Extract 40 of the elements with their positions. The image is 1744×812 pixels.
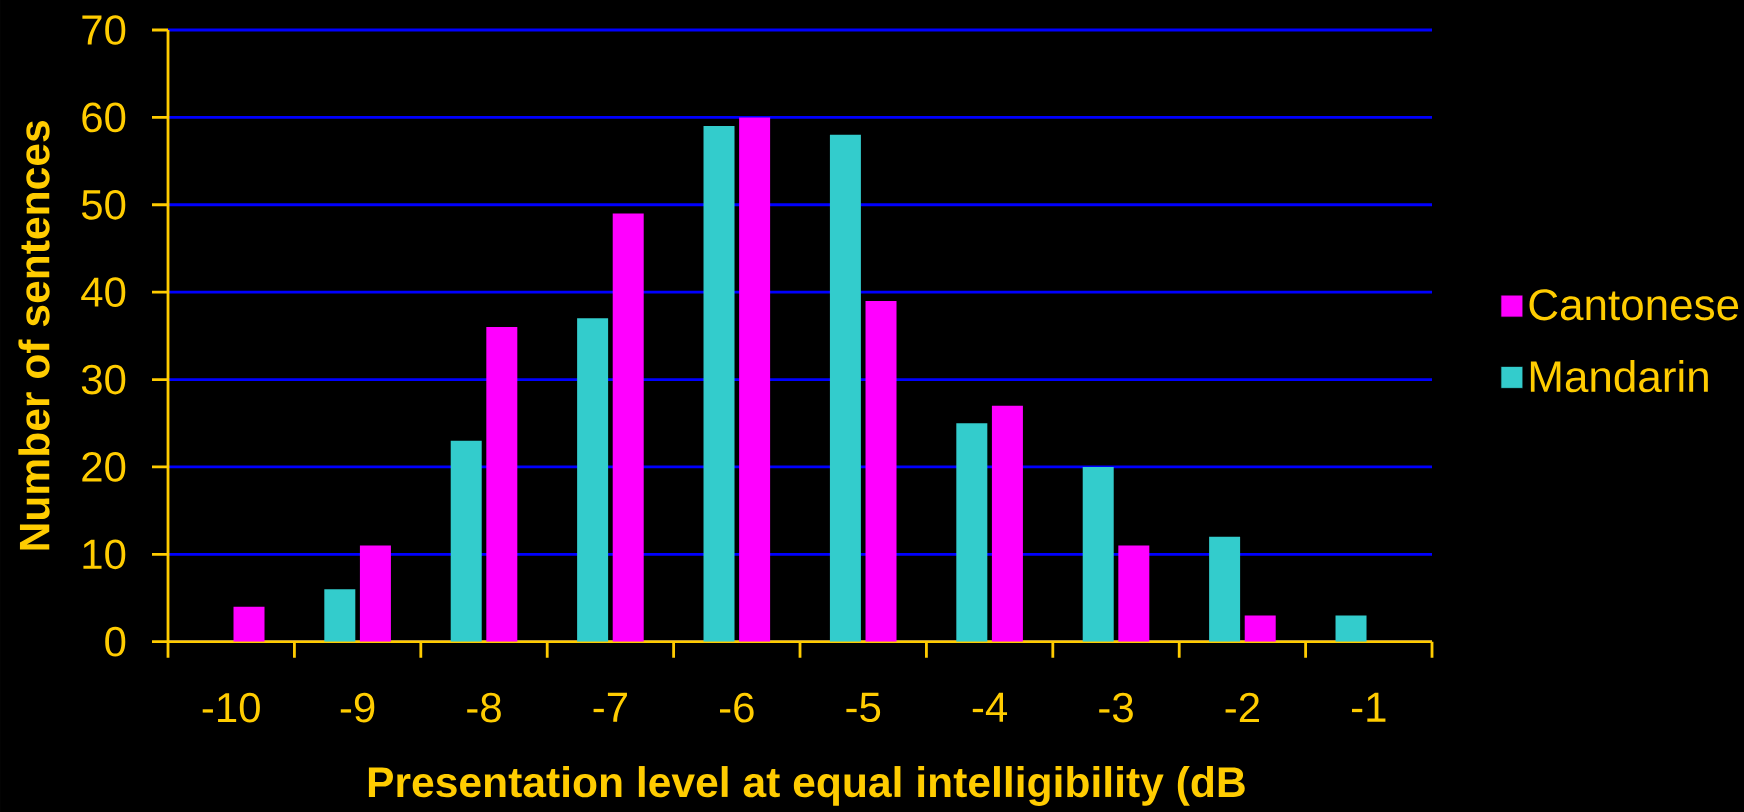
bar: [865, 300, 897, 642]
bar: [956, 423, 988, 642]
legend-label: Cantonese: [1529, 289, 1739, 321]
bar: [1244, 615, 1276, 642]
x-tick-label: -2: [1225, 692, 1259, 723]
x-tick-label: -6: [719, 692, 754, 723]
bar: [991, 405, 1023, 642]
x-tick-label: -1: [1352, 692, 1386, 722]
bar: [1335, 615, 1367, 642]
bar: [739, 117, 771, 642]
x-axis-title: Presentation level at equal intelligibility (dB: [368, 766, 1245, 806]
bar: [829, 134, 861, 642]
y-tick-label: 70: [82, 15, 126, 45]
bar: [612, 213, 644, 642]
bar: [233, 606, 265, 642]
x-tick-label: -10: [202, 692, 260, 723]
x-tick-label: -7: [593, 692, 627, 722]
y-tick-label: 50: [81, 189, 126, 220]
x-tick-label: -3: [1099, 692, 1133, 723]
bar: [703, 126, 735, 642]
x-tick-label: -8: [467, 692, 501, 723]
bar: [486, 327, 518, 642]
legend-label: Mandarin: [1530, 359, 1708, 393]
y-tick-label: 30: [81, 364, 126, 395]
bar: [359, 545, 391, 642]
y-tick-label: 40: [81, 277, 126, 308]
bar: [1082, 466, 1114, 642]
y-tick-label: 20: [82, 452, 126, 482]
y-axis-title: Number of sentences: [18, 121, 50, 550]
x-tick-label: -4: [972, 692, 1008, 722]
y-tick-label: 0: [105, 626, 126, 657]
x-tick-label: -9: [340, 692, 375, 723]
bar: [324, 589, 356, 642]
bar: [577, 318, 609, 642]
bar: [450, 440, 482, 642]
y-tick-label: 60: [82, 102, 126, 133]
y-tick-label: 10: [83, 539, 126, 570]
bar: [1209, 536, 1241, 642]
bar: [1118, 545, 1150, 642]
x-tick-label: -5: [846, 692, 881, 723]
